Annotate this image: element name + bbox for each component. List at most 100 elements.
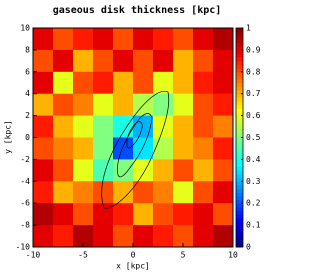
heatmap-cell	[213, 181, 233, 204]
colorbar-step	[236, 31, 243, 36]
heatmap-cell	[93, 49, 114, 73]
colorbar-step	[236, 122, 243, 128]
heatmap-cell	[133, 49, 154, 73]
colorbar-step	[236, 152, 243, 157]
colorbar-tick-label: 0.6	[246, 111, 261, 120]
heatmap-cell	[93, 137, 114, 160]
heatmap-cell	[53, 181, 74, 204]
heatmap-cell	[93, 203, 114, 226]
colorbar-step	[236, 108, 243, 113]
colorbar	[236, 28, 243, 248]
heatmap-cell	[93, 115, 114, 138]
colorbar-step	[236, 71, 243, 76]
colorbar-step	[236, 115, 243, 120]
heatmap-cell	[113, 93, 134, 117]
colorbar-tick-label: 0	[246, 243, 251, 252]
heatmap-cell	[93, 28, 114, 51]
colorbar-step	[236, 203, 243, 208]
heatmap-cell	[153, 28, 174, 51]
colorbar-step	[236, 214, 243, 219]
colorbar-tick-label: 0.2	[246, 199, 261, 208]
colorbar-step	[236, 225, 243, 230]
heatmap-cell	[53, 28, 74, 51]
colorbar-step	[236, 104, 243, 109]
heatmap-cell	[213, 203, 233, 226]
heatmap-cell	[93, 159, 114, 182]
heatmap-cell	[53, 49, 74, 73]
heatmap-cell	[133, 115, 154, 138]
heatmap-cell	[73, 93, 94, 117]
heatmap-cell	[133, 71, 154, 95]
heatmap-cell	[213, 137, 233, 160]
colorbar-step	[236, 174, 243, 179]
heatmap-cell	[153, 49, 174, 73]
colorbar-step	[236, 228, 243, 233]
colorbar-step	[236, 42, 243, 47]
heatmap-cell	[33, 71, 54, 95]
y-tick-label: -10	[16, 243, 31, 252]
heatmap-cell	[113, 159, 134, 182]
y-tick-label: -6	[20, 199, 30, 208]
heatmap-cell	[113, 137, 134, 160]
colorbar-step	[236, 35, 243, 40]
heatmap-cell	[113, 225, 134, 247]
heatmap-cell	[173, 28, 194, 51]
colorbar-step	[236, 155, 243, 160]
colorbar-step	[236, 119, 243, 124]
colorbar-tick-label: 0.9	[246, 45, 261, 54]
heatmap-cell	[33, 115, 54, 138]
heatmap-cell	[33, 49, 54, 73]
y-tick-label: 2	[25, 111, 30, 120]
heatmap-cell	[93, 71, 114, 95]
colorbar-tick-label: 0.5	[246, 133, 261, 142]
heatmap-cell	[173, 159, 194, 182]
colorbar-step	[236, 133, 243, 138]
x-tick-label: 5	[181, 251, 186, 260]
heatmap-cell	[113, 71, 134, 95]
colorbar-step	[236, 53, 243, 58]
heatmap-cell	[113, 115, 134, 138]
heatmap-cell	[33, 203, 54, 226]
colorbar-tick-label: 0.7	[246, 89, 261, 98]
colorbar-step	[236, 217, 243, 222]
colorbar-step	[236, 236, 243, 241]
heatmap-cell	[173, 137, 194, 160]
colorbar-tick-label: 1	[246, 24, 251, 33]
heatmap-cell	[193, 159, 214, 182]
colorbar-step	[236, 166, 243, 171]
heatmap-cell	[213, 28, 233, 51]
heatmap-cell	[113, 28, 134, 51]
heatmap-cell	[213, 115, 233, 138]
contour	[126, 121, 143, 149]
heatmap-cell	[33, 181, 54, 204]
colorbar-step	[236, 144, 243, 149]
heatmap-cell	[33, 28, 54, 51]
heatmap-cell	[133, 203, 154, 226]
heatmap-cell	[133, 181, 154, 204]
x-axis-label: x [kpc]	[116, 262, 150, 271]
heatmap-cell	[193, 71, 214, 95]
colorbar-step	[236, 64, 243, 69]
colorbar-step	[236, 86, 243, 91]
heatmap-cell	[113, 203, 134, 226]
y-axis-label: y [kpc]	[4, 120, 13, 154]
y-tick-label: -8	[20, 221, 30, 230]
heatmap-cell	[53, 159, 74, 182]
heatmap-cell	[173, 49, 194, 73]
colorbar-step	[236, 68, 243, 73]
y-tick-label: 0	[25, 133, 30, 142]
colorbar-step	[236, 232, 243, 237]
heatmap-cell	[213, 225, 233, 247]
colorbar-step	[236, 170, 243, 175]
y-tick-label: 4	[25, 89, 30, 98]
colorbar-step	[236, 57, 243, 62]
colorbar-step	[236, 181, 243, 186]
heatmap-cell	[53, 137, 74, 160]
heatmap-cell	[173, 71, 194, 95]
x-tick-label: -5	[78, 251, 88, 260]
heatmap-cell	[133, 159, 154, 182]
heatmap-cell	[153, 225, 174, 247]
heatmap-cell	[173, 93, 194, 117]
heatmap-cell	[53, 71, 74, 95]
colorbar-step	[236, 82, 243, 87]
